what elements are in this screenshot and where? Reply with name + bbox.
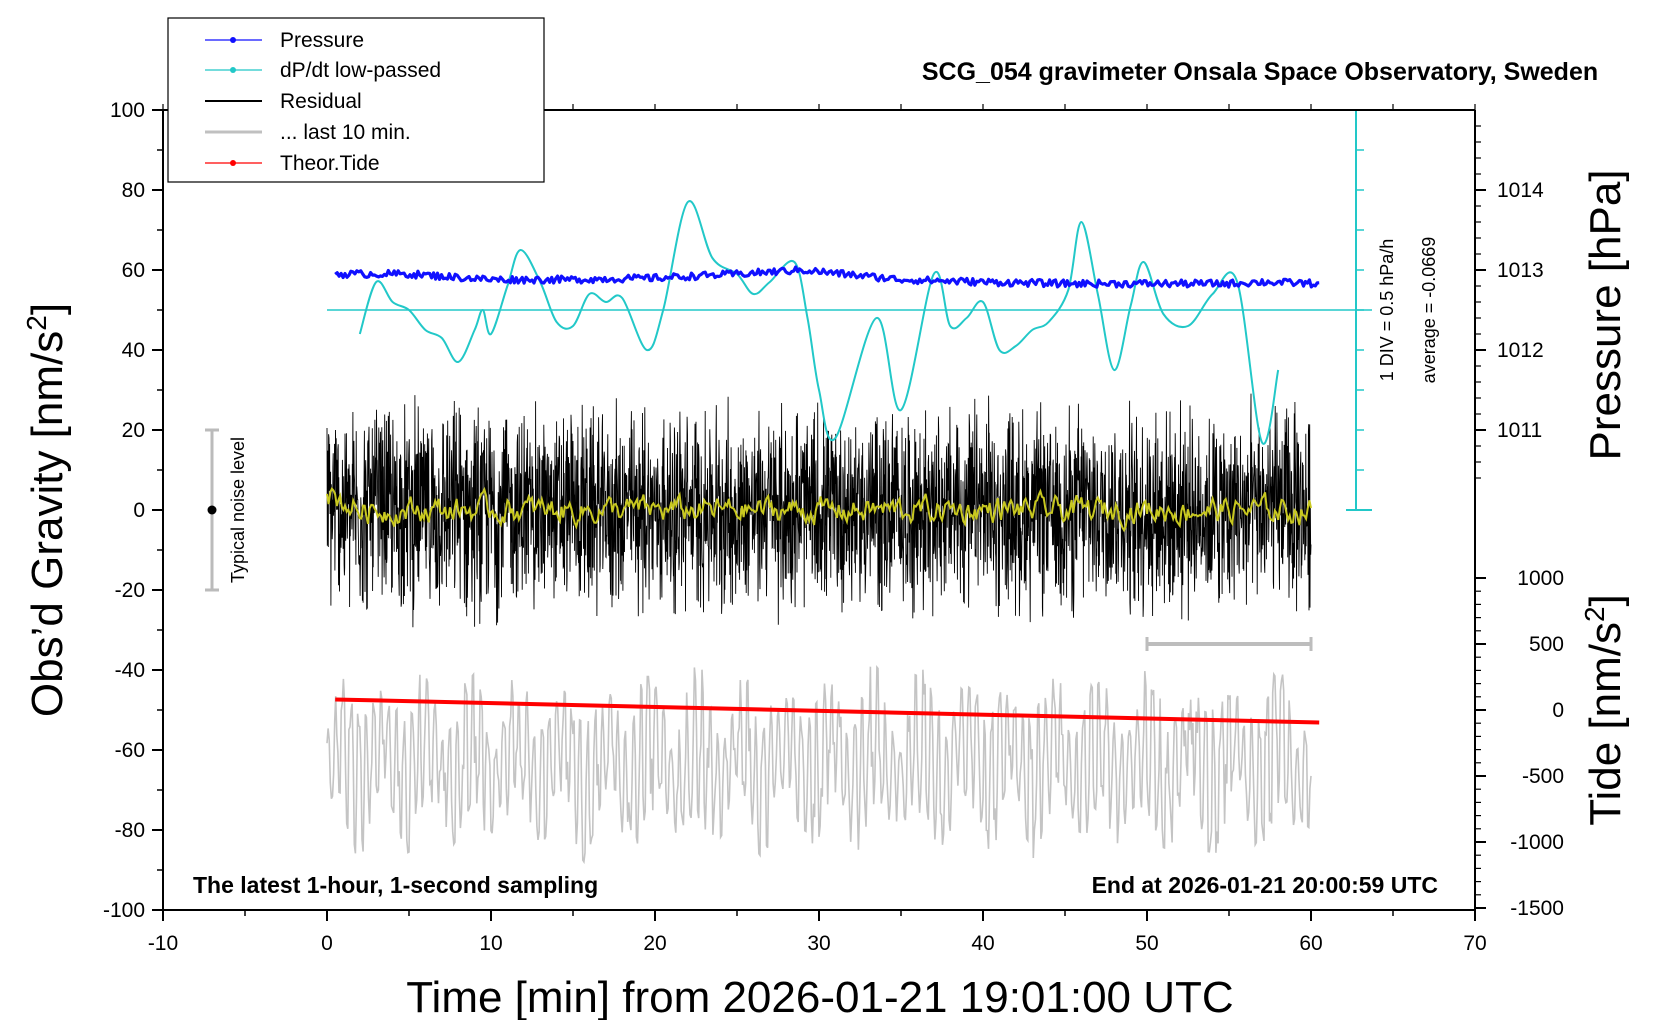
bottom-left-note: The latest 1-hour, 1-second sampling [193,872,598,898]
svg-text:... last 10 min.: ... last 10 min. [280,121,411,144]
x-tick-label: 60 [1299,932,1322,955]
noise-level-indicator: Typical noise level [205,428,248,592]
gray-tide-trace-layer [326,664,1312,865]
bottom-right-note: End at 2026-01-21 20:00:59 UTC [1092,872,1438,898]
theor-tide-series-layer [335,697,1320,725]
svg-text:Theor.Tide: Theor.Tide [280,152,380,175]
y-tick-label: -60 [115,739,145,762]
dpdt-series-line [358,200,1280,445]
legend: Pressure dP/dt low-passed Residual ... l… [167,17,545,183]
legend-entry-pressure: Pressure [205,29,364,52]
x-axis-label: Time [min] from 2026-01-21 19:01:00 UTC [406,973,1233,1020]
x-tick-label: 30 [807,932,830,955]
tide-tick-label: -1500 [1510,897,1564,920]
theor-tide-line [335,697,1320,725]
noise-level-label: Typical noise level [228,437,248,583]
x-tick-label: 10 [479,932,502,955]
pressure-axis-label: Pressure [hPa] [1581,169,1630,460]
svg-text:Residual: Residual [280,90,362,113]
y-tick-label: 0 [133,499,145,522]
y-tick-label: -20 [115,579,145,602]
tide-tick-label: 500 [1529,633,1564,656]
tide-axis-label-sup: 2 [1579,606,1610,622]
axis-ticks-layer: -10 0 10 20 30 40 50 60 70100806040200-20-40-60-… [103,99,1564,955]
residual-series-layer [326,393,1312,628]
x-tick-label: -10 [148,932,178,955]
y-axis-label-left: Obs’d Gravity [nm/s2] [21,303,72,717]
pressure-tick-label: 1011 [1497,419,1542,442]
y-tick-label: 100 [110,99,145,122]
y-tick-label: 60 [122,259,145,282]
y-tick-label: -100 [103,899,145,922]
pressure-series-layer [334,265,1320,289]
annotation-layer [1145,637,1313,651]
legend-entry-dpdt: dP/dt low-passed [205,59,441,82]
smoothed-residual-layer [326,486,1312,533]
pressure-series-line [334,265,1320,289]
pressure-tick-label: 1014 [1497,179,1544,202]
y-tick-label: -80 [115,819,145,842]
tide-tick-label: 0 [1552,699,1564,722]
x-tick-label: 0 [321,932,333,955]
gray-tide-trace [326,664,1312,865]
tide-axis-label: Tide [nm/s2] [1579,594,1630,826]
residual-series-line [326,393,1312,628]
div-annotation: 1 DIV = 0.5 hPa/h [1377,239,1397,382]
tide-tick-label: 1000 [1517,567,1564,590]
chart-title: SCG_054 gravimeter Onsala Space Observat… [922,58,1598,86]
smoothed-residual-line [326,486,1312,533]
legend-entry-last-10-min: ... last 10 min. [205,121,411,144]
svg-text:Pressure: Pressure [280,29,364,52]
y-tick-label: -40 [115,659,145,682]
tide-tick-label: -1000 [1510,831,1564,854]
average-annotation: average = -0.0669 [1419,237,1439,384]
svg-text:dP/dt low-passed: dP/dt low-passed [280,59,441,82]
legend-entry-theor-tide: Theor.Tide [205,152,380,175]
y-tick-label: 20 [122,419,145,442]
x-tick-label: 40 [971,932,994,955]
x-tick-label: 70 [1463,932,1486,955]
tide-tick-label: -500 [1522,765,1564,788]
x-tick-label: 50 [1135,932,1158,955]
pressure-tick-label: 1013 [1497,259,1544,282]
y-axis-label-left-sup: 2 [21,315,52,331]
legend-entry-residual: Residual [205,90,362,113]
y-tick-label: 40 [122,339,145,362]
pressure-tick-label: 1012 [1497,339,1544,362]
y-tick-label: 80 [122,179,145,202]
x-tick-label: 20 [643,932,666,955]
